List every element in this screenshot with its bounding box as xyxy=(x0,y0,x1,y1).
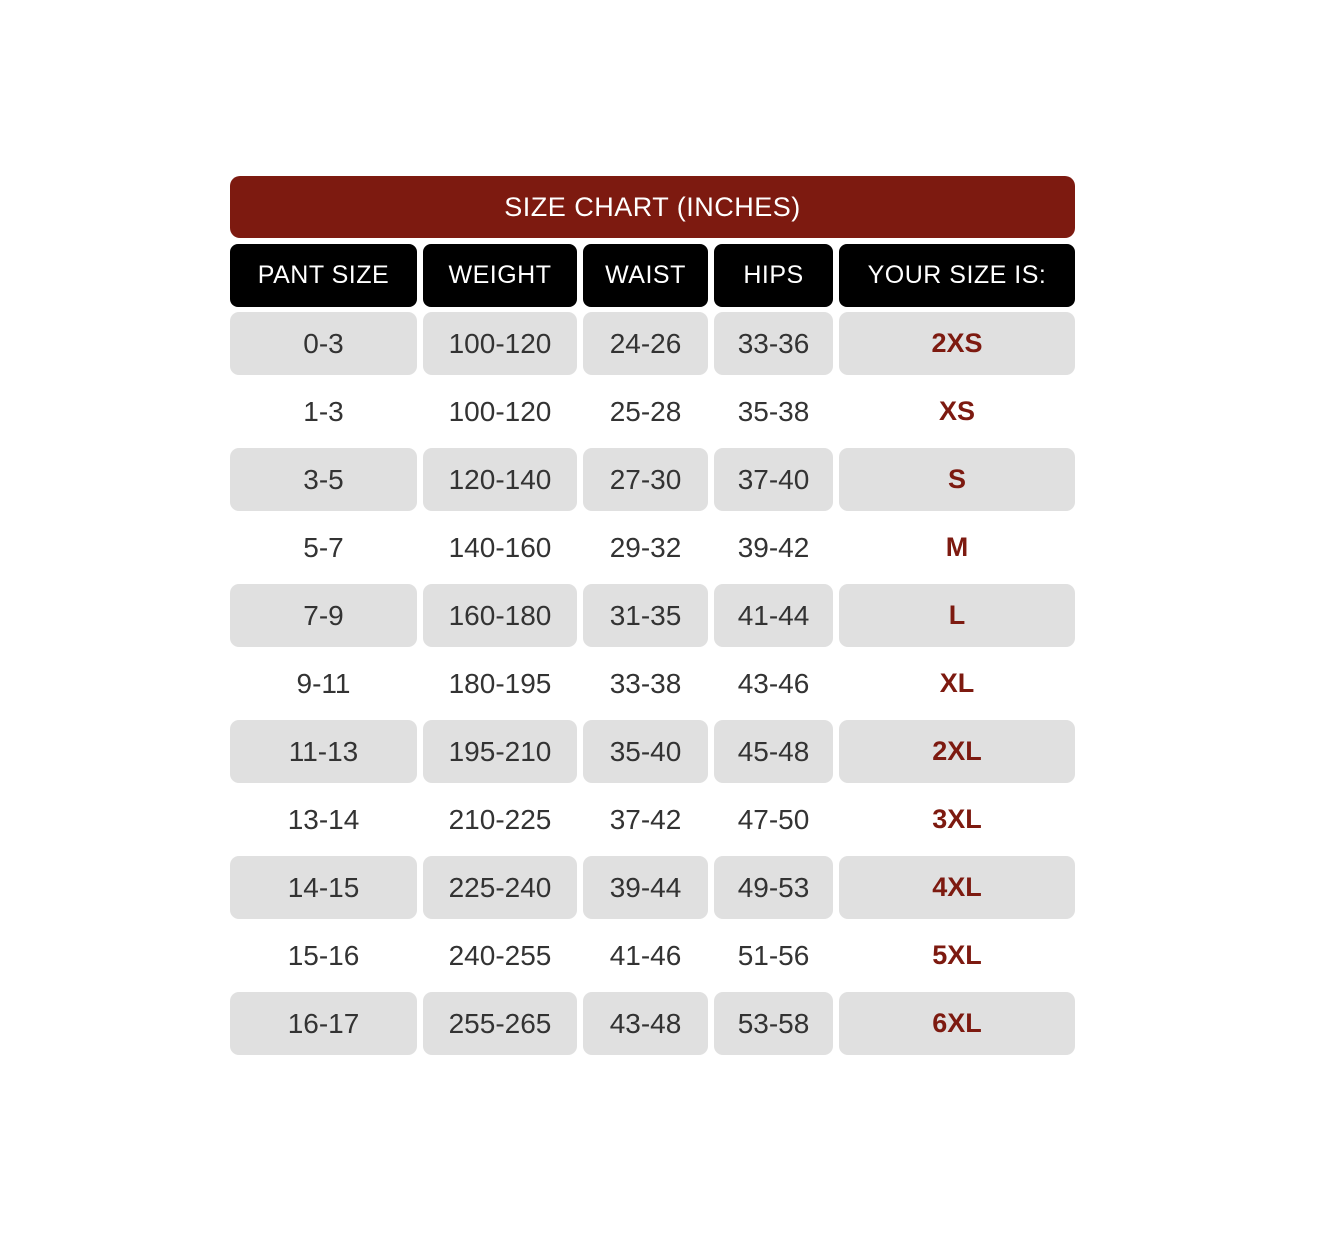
pant-size-cell: 9-11 xyxy=(296,667,351,699)
waist-cell: 33-38 xyxy=(609,667,682,699)
pant-size-cell: 16-17 xyxy=(230,992,417,1055)
weight-cell: 195-210 xyxy=(423,720,577,783)
table-row: 13-14 210-225 37-42 47-50 3XL xyxy=(230,788,1075,851)
table-row: 3-5 120-140 27-30 37-40 S xyxy=(230,448,1075,511)
hips-cell: 37-40 xyxy=(714,448,833,511)
size-cell: 2XS xyxy=(839,312,1075,375)
pant-size-cell: 15-16 xyxy=(287,939,360,971)
pant-size-cell: 13-14 xyxy=(287,803,360,835)
hips-cell: 49-53 xyxy=(714,856,833,919)
waist-cell: 29-32 xyxy=(609,531,682,563)
header-waist: WAIST xyxy=(583,244,708,307)
size-cell: 3XL xyxy=(932,804,982,834)
size-cell: 5XL xyxy=(932,940,982,970)
pant-size-cell: 0-3 xyxy=(230,312,417,375)
weight-cell: 100-120 xyxy=(423,312,577,375)
table-row: 11-13 195-210 35-40 45-48 2XL xyxy=(230,720,1075,783)
pant-size-cell: 11-13 xyxy=(230,720,417,783)
hips-cell: 39-42 xyxy=(737,531,810,563)
weight-cell: 255-265 xyxy=(423,992,577,1055)
hips-cell: 53-58 xyxy=(714,992,833,1055)
hips-cell: 35-38 xyxy=(737,395,810,427)
waist-cell: 39-44 xyxy=(583,856,708,919)
weight-cell: 225-240 xyxy=(423,856,577,919)
hips-cell: 51-56 xyxy=(737,939,810,971)
header-hips: HIPS xyxy=(714,244,833,307)
hips-cell: 33-36 xyxy=(714,312,833,375)
size-cell: M xyxy=(945,532,969,562)
weight-cell: 120-140 xyxy=(423,448,577,511)
hips-cell: 43-46 xyxy=(737,667,810,699)
size-chart: SIZE CHART (INCHES) PANT SIZE WEIGHT WAI… xyxy=(230,176,1075,1055)
weight-cell: 140-160 xyxy=(448,531,552,563)
hips-cell: 45-48 xyxy=(714,720,833,783)
table-body: 0-3 100-120 24-26 33-36 2XS 1-3 100-120 25-28 35… xyxy=(230,312,1075,1055)
table-row: 14-15 225-240 39-44 49-53 4XL xyxy=(230,856,1075,919)
table-row: 7-9 160-180 31-35 41-44 L xyxy=(230,584,1075,647)
hips-cell: 47-50 xyxy=(737,803,810,835)
size-cell: L xyxy=(839,584,1075,647)
waist-cell: 43-48 xyxy=(583,992,708,1055)
header-pant-size: PANT SIZE xyxy=(230,244,417,307)
table-row: 15-16 240-255 41-46 51-56 5XL xyxy=(230,924,1075,987)
size-cell: S xyxy=(839,448,1075,511)
table-row: 1-3 100-120 25-28 35-38 XS xyxy=(230,380,1075,443)
size-cell: XS xyxy=(938,396,976,426)
pant-size-cell: 5-7 xyxy=(303,531,344,563)
waist-cell: 37-42 xyxy=(609,803,682,835)
weight-cell: 160-180 xyxy=(423,584,577,647)
weight-cell: 210-225 xyxy=(448,803,552,835)
waist-cell: 25-28 xyxy=(609,395,682,427)
waist-cell: 41-46 xyxy=(609,939,682,971)
pant-size-cell: 1-3 xyxy=(303,395,344,427)
weight-cell: 240-255 xyxy=(448,939,552,971)
header-your-size: YOUR SIZE IS: xyxy=(839,244,1075,307)
pant-size-cell: 7-9 xyxy=(230,584,417,647)
header-row: PANT SIZE WEIGHT WAIST HIPS YOUR SIZE IS… xyxy=(230,244,1075,307)
table-row: 16-17 255-265 43-48 53-58 6XL xyxy=(230,992,1075,1055)
waist-cell: 24-26 xyxy=(583,312,708,375)
table-row: 5-7 140-160 29-32 39-42 M xyxy=(230,516,1075,579)
weight-cell: 100-120 xyxy=(448,395,552,427)
table-row: 0-3 100-120 24-26 33-36 2XS xyxy=(230,312,1075,375)
table-row: 9-11 180-195 33-38 43-46 XL xyxy=(230,652,1075,715)
pant-size-cell: 14-15 xyxy=(230,856,417,919)
chart-title: SIZE CHART (INCHES) xyxy=(230,176,1075,238)
waist-cell: 31-35 xyxy=(583,584,708,647)
header-weight: WEIGHT xyxy=(423,244,577,307)
waist-cell: 35-40 xyxy=(583,720,708,783)
size-cell: 2XL xyxy=(839,720,1075,783)
hips-cell: 41-44 xyxy=(714,584,833,647)
weight-cell: 180-195 xyxy=(448,667,552,699)
waist-cell: 27-30 xyxy=(583,448,708,511)
size-cell: 4XL xyxy=(839,856,1075,919)
size-cell: 6XL xyxy=(839,992,1075,1055)
size-cell: XL xyxy=(939,668,975,698)
pant-size-cell: 3-5 xyxy=(230,448,417,511)
